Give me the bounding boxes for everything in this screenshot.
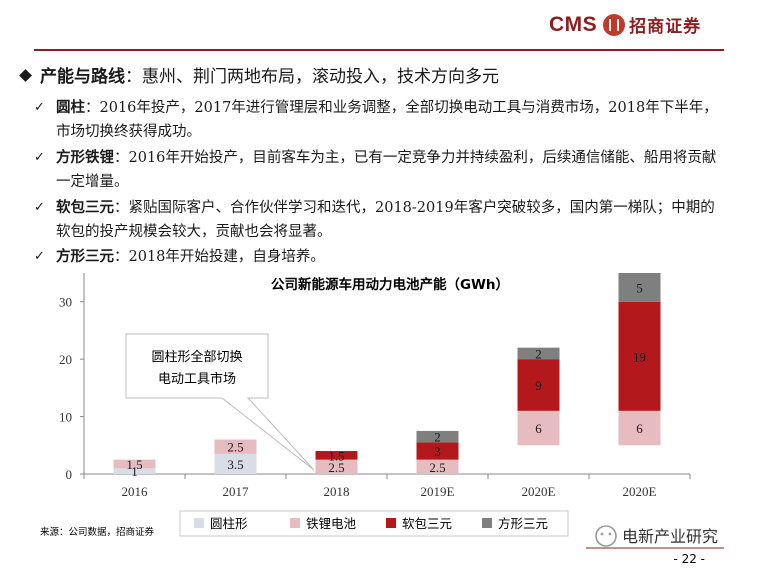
bar-segment xyxy=(214,439,257,454)
bar-segment xyxy=(416,459,459,474)
bar-value-label: 1.5 xyxy=(126,457,142,472)
sub-point-cylinder: ✓ 圆柱：2016年投产，2017年进行管理层和业务调整，全部切换电动工具与消费… xyxy=(34,96,726,144)
bar-value-label: 2 xyxy=(535,346,542,361)
wechat-watermark: 电新产业研究 xyxy=(595,525,718,547)
page-number: - 22 - xyxy=(673,552,705,566)
bar-segment xyxy=(214,453,257,474)
x-tick-label: 2020E xyxy=(623,484,657,499)
legend-swatch xyxy=(482,518,492,528)
legend-label: 铁锂电池 xyxy=(306,516,357,531)
bars xyxy=(113,273,661,474)
bar-segment xyxy=(113,459,156,469)
y-tick-label: 20 xyxy=(59,352,72,367)
legend-frame xyxy=(179,510,569,537)
bar-value-label: 2.5 xyxy=(328,460,344,475)
legend-label: 方形三元 xyxy=(498,516,548,531)
legend-swatch xyxy=(386,518,396,528)
source-note: 来源：公司数据，招商证券 xyxy=(40,526,155,538)
x-tick-label: 2016 xyxy=(122,484,149,499)
check-icon: ✓ xyxy=(34,150,45,165)
annotation-callout: 圆柱形全部切换 电动工具市场 xyxy=(125,333,315,471)
bar-segment xyxy=(618,410,661,446)
x-tick-label: 2017 xyxy=(223,484,250,499)
callout-line-2: 电动工具市场 xyxy=(158,371,236,387)
bar-value-label: 2.5 xyxy=(429,460,445,475)
x-tick-label: 2019E xyxy=(421,484,455,499)
callout-line-1: 圆柱形全部切换 xyxy=(151,349,242,365)
bar-segment xyxy=(113,468,156,474)
x-tick-label: 2020E xyxy=(522,484,556,499)
y-ticks: 0 10 20 30 xyxy=(59,295,84,482)
y-tick-label: 10 xyxy=(59,410,72,425)
sub-point-text: ：2018年开始投建，自身培养。 xyxy=(114,249,325,265)
bar-segment xyxy=(517,347,560,360)
check-icon: ✓ xyxy=(34,200,45,215)
sub-point-title: 圆柱 xyxy=(56,100,85,116)
sub-point-title: 方形三元 xyxy=(56,249,114,265)
x-ticks: 2016 2017 2018 2019E 2020E 2020E xyxy=(83,474,691,499)
watermark-text: 电新产业研究 xyxy=(622,527,718,546)
callout-bubble xyxy=(125,333,315,471)
bar-value-label: 3 xyxy=(434,444,441,459)
bar-value-label: 19 xyxy=(633,349,646,364)
bar-value-label: 6 xyxy=(636,421,643,436)
logo-mark-icon xyxy=(603,13,626,36)
bar-segment xyxy=(416,430,459,443)
check-icon: ✓ xyxy=(34,100,45,115)
main-bullet-title: 产能与路线 xyxy=(40,67,125,87)
sub-point-pouch: ✓ 软包三元：紧贴国际客户、合作伙伴学习和迭代，2018-2019年客户突破较多… xyxy=(34,196,726,244)
sub-point-title: 软包三元 xyxy=(56,200,114,216)
bar-value-label: 9 xyxy=(535,378,542,393)
legend-label: 软包三元 xyxy=(402,516,452,531)
bar-value-label: 1 xyxy=(131,464,138,479)
header-rule xyxy=(34,49,724,51)
bar-segment xyxy=(517,359,560,411)
logo-text: CMS xyxy=(549,12,598,36)
bar-value-label: 6 xyxy=(535,421,542,436)
bar-segment xyxy=(618,273,661,302)
bar-value-label: 2.5 xyxy=(227,440,243,455)
bar-value-label: 5 xyxy=(636,280,643,295)
bar-value-label: 1.5 xyxy=(328,448,344,463)
y-tick-label: 30 xyxy=(59,295,72,310)
bar-segment xyxy=(618,301,661,411)
bar-segment xyxy=(416,442,459,460)
legend-label: 圆柱形 xyxy=(210,516,248,531)
bar-segment xyxy=(517,410,560,446)
sub-point-text: ：2016年开始投产，目前客车为主，已有一定竞争力并持续盈利，后续通信储能、船用… xyxy=(56,150,717,190)
wechat-icon xyxy=(595,525,617,547)
sub-point-lfp: ✓ 方形铁锂：2016年开始投产，目前客车为主，已有一定竞争力并持续盈利，后续通… xyxy=(34,146,726,194)
chart-legend: 圆柱形 铁锂电池 软包三元 方形三元 xyxy=(179,510,569,537)
legend-swatch xyxy=(290,518,300,528)
main-bullet: 产能与路线：惠州、荆门两地布局，滚动投入，技术方向多元 xyxy=(18,62,499,87)
brand-logo: CMS 招商证券 xyxy=(549,12,702,38)
sub-point-title: 方形铁锂 xyxy=(56,150,114,166)
diamond-bullet-icon xyxy=(19,69,32,82)
legend-swatch xyxy=(194,518,204,528)
chart-title: 公司新能源车用动力电池产能（GWh） xyxy=(271,276,509,293)
sub-point-prismatic-ncm: ✓ 方形三元：2018年开始投建，自身培养。 xyxy=(34,245,726,269)
bar-value-label: 3.5 xyxy=(227,457,243,472)
main-bullet-text: ：惠州、荆门两地布局，滚动投入，技术方向多元 xyxy=(125,67,499,87)
x-tick-label: 2018 xyxy=(324,484,350,499)
bar-segment xyxy=(315,459,358,474)
logo-cn-text: 招商证券 xyxy=(629,17,702,37)
y-tick-label: 0 xyxy=(66,467,73,482)
bar-value-label: 2 xyxy=(434,430,441,445)
sub-point-text: ：紧贴国际客户、合作伙伴学习和迭代，2018-2019年客户突破较多，国内第一梯… xyxy=(56,200,715,240)
check-icon: ✓ xyxy=(34,249,45,264)
sub-point-text: ：2016年投产，2017年进行管理层和业务调整，全部切换电动工具与消费市场，2… xyxy=(56,100,718,140)
bar-segment xyxy=(315,451,358,460)
